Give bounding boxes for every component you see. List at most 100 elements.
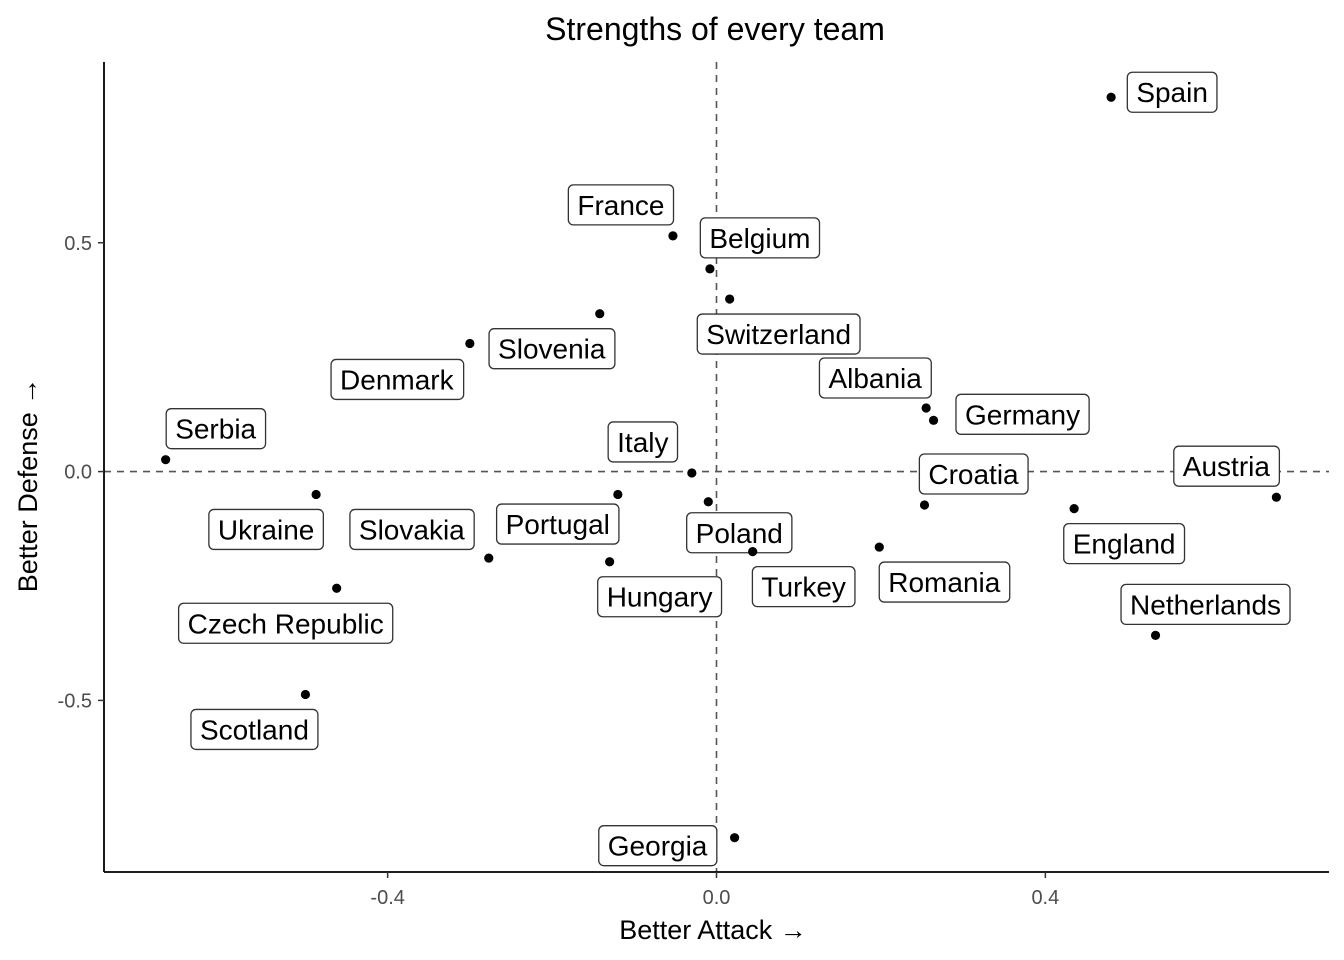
label-hungary: Hungary <box>597 576 723 618</box>
reference-lines <box>104 62 1329 872</box>
label-box <box>686 512 793 554</box>
team-label-text: Slovenia <box>498 334 606 365</box>
label-england: England <box>1063 522 1186 565</box>
team-labels: Spain France Belgium Switzerland Slovenia Den… <box>165 71 1291 867</box>
point-portugal <box>484 553 494 563</box>
label-box <box>696 313 861 355</box>
team-label-text: Turkey <box>761 572 846 603</box>
label-portugal: Portugal <box>495 503 620 545</box>
label-box <box>190 708 319 751</box>
point-croatia <box>919 500 930 510</box>
team-label-text: Italy <box>617 427 668 458</box>
point-slovakia <box>613 489 623 500</box>
label-czech-republic: Czech Republic <box>177 602 394 644</box>
label-box <box>751 566 856 608</box>
label-switzerland: Switzerland <box>696 313 861 355</box>
point-georgia <box>729 833 740 843</box>
team-label-text: Romania <box>888 567 1000 598</box>
point-italy <box>687 468 697 478</box>
point-slovenia <box>595 309 605 319</box>
y-axis-title: Better Defense → <box>13 378 43 593</box>
team-label-text: Netherlands <box>1130 589 1281 620</box>
label-box <box>818 357 932 399</box>
team-label-text: Czech Republic <box>188 608 384 639</box>
y-ticks: -0.5 0.0 0.5 <box>58 233 104 712</box>
label-box <box>598 825 718 867</box>
team-label-text: Georgia <box>608 831 708 862</box>
label-albania: Albania <box>818 357 932 399</box>
label-spain: Spain <box>1126 71 1218 113</box>
label-slovakia: Slovakia <box>349 508 475 551</box>
point-romania <box>874 542 884 552</box>
y-tick-label: -0.5 <box>58 690 92 712</box>
x-tick-label: 0.0 <box>703 887 731 909</box>
label-box <box>918 453 1029 495</box>
team-label-text: Belgium <box>709 223 810 254</box>
point-switzerland <box>725 294 735 304</box>
point-hungary <box>605 557 615 567</box>
point-austria <box>1271 492 1281 502</box>
label-box <box>597 576 723 618</box>
team-label-text: Denmark <box>340 364 455 395</box>
point-england <box>1069 504 1079 514</box>
point-scotland <box>300 689 311 700</box>
y-tick-label: 0.0 <box>64 462 92 484</box>
label-netherlands: Netherlands <box>1120 583 1291 626</box>
label-box <box>1173 445 1281 487</box>
label-box <box>208 508 325 551</box>
label-box <box>1120 583 1291 626</box>
x-axis-title: Better Attack → <box>619 915 807 945</box>
team-label-text: Albania <box>828 363 922 394</box>
label-poland: Poland <box>686 512 793 554</box>
point-serbia <box>161 455 171 465</box>
team-label-text: Switzerland <box>706 319 851 350</box>
team-label-text: France <box>577 190 664 221</box>
point-spain <box>1106 92 1116 102</box>
team-label-text: Croatia <box>928 459 1019 490</box>
team-label-text: Portugal <box>506 509 610 540</box>
point-denmark <box>465 338 475 349</box>
team-label-text: England <box>1073 529 1176 560</box>
team-label-text: Hungary <box>607 582 713 613</box>
point-germany <box>928 415 939 425</box>
label-romania: Romania <box>878 561 1011 603</box>
label-scotland: Scotland <box>190 708 319 751</box>
team-label-text: Poland <box>696 518 783 549</box>
label-box <box>607 421 679 463</box>
label-box <box>1126 71 1218 113</box>
label-turkey: Turkey <box>751 566 856 608</box>
point-france <box>668 231 678 241</box>
point-belgium <box>705 264 715 274</box>
point-czech-republic <box>332 583 342 593</box>
label-croatia: Croatia <box>918 453 1029 495</box>
label-germany: Germany <box>955 393 1090 435</box>
point-ukraine <box>311 489 321 500</box>
label-box <box>955 393 1090 435</box>
x-tick-label: -0.4 <box>370 887 404 909</box>
label-box <box>878 561 1011 603</box>
team-label-text: Slovakia <box>359 514 465 545</box>
point-turkey <box>748 547 758 557</box>
team-label-text: Austria <box>1183 451 1271 482</box>
team-points <box>161 92 1281 843</box>
label-box <box>165 408 267 450</box>
label-box <box>488 328 616 370</box>
label-box <box>349 508 475 551</box>
label-france: France <box>567 184 675 226</box>
label-ukraine: Ukraine <box>208 508 325 551</box>
label-italy: Italy <box>607 421 679 463</box>
label-box <box>495 503 620 545</box>
y-tick-label: 0.5 <box>64 233 92 255</box>
label-serbia: Serbia <box>165 408 267 450</box>
team-label-text: Germany <box>965 399 1080 430</box>
label-georgia: Georgia <box>598 825 718 867</box>
point-albania <box>921 403 931 413</box>
chart-title: Strengths of every team <box>545 11 885 47</box>
x-ticks: -0.4 0.0 0.4 <box>370 872 1059 909</box>
team-label-text: Ukraine <box>218 514 314 545</box>
label-belgium: Belgium <box>699 217 821 259</box>
team-label-text: Spain <box>1136 77 1208 108</box>
label-box <box>177 602 394 644</box>
team-label-text: Serbia <box>175 414 256 445</box>
